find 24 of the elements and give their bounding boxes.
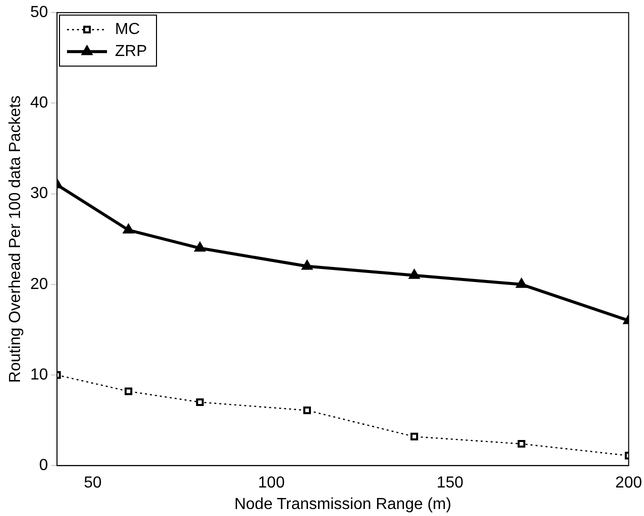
x-tick-label: 150 (436, 474, 464, 492)
point (194, 242, 206, 252)
point (408, 268, 420, 279)
x-axis-title: Node Transmission Range (m) (234, 496, 452, 513)
legend-label: ZRP (114, 43, 147, 60)
y-tick-label: 40 (30, 94, 48, 112)
x-tick-label: 100 (258, 474, 285, 492)
legend-label: MC (114, 21, 140, 38)
point (410, 432, 418, 440)
point (301, 260, 313, 270)
point (516, 278, 528, 288)
y-tick-label: 50 (30, 4, 48, 22)
x-tick-label: 50 (84, 474, 102, 492)
y-axis-title: Routing Overhead Per 100 data Packets (7, 95, 24, 383)
point (124, 387, 132, 396)
y-tick-label: 0 (39, 457, 48, 474)
point (196, 398, 204, 406)
y-tick-label: 10 (30, 366, 48, 384)
y-tick-label: 20 (30, 276, 48, 293)
point (518, 440, 526, 448)
x-tick-label: 200 (615, 474, 642, 492)
y-tick-label: 30 (30, 185, 48, 202)
point (122, 224, 134, 234)
point (303, 406, 311, 414)
